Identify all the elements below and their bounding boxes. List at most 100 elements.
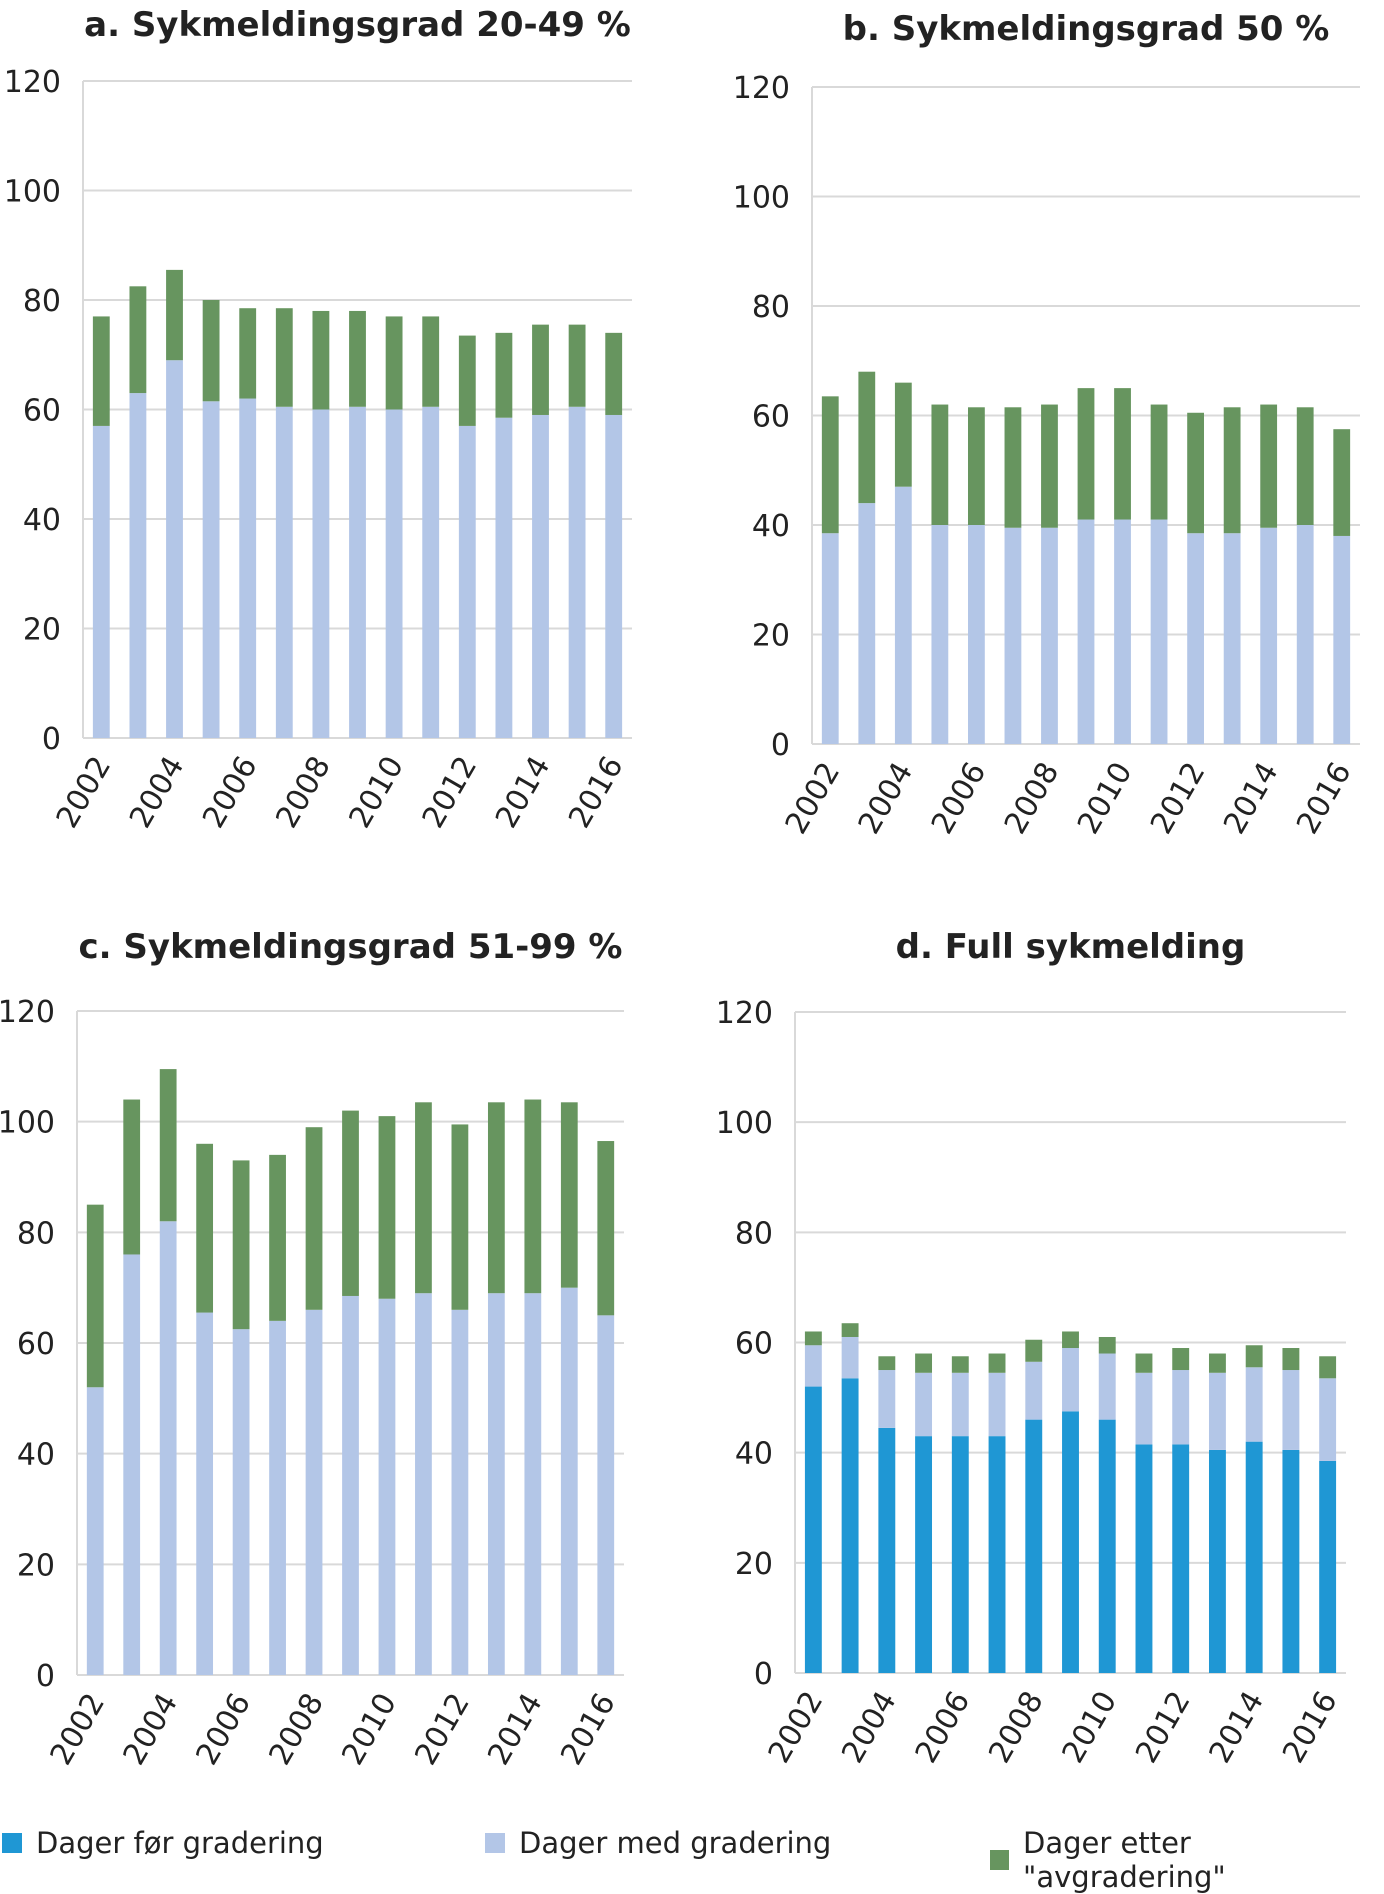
bar-segment-after (1319, 1356, 1337, 1379)
x-tick-label: 2010 (343, 751, 411, 835)
bar-segment-before (878, 1427, 896, 1673)
bar-segment-after (1077, 388, 1095, 520)
legend-swatch-before (2, 1833, 22, 1853)
x-tick-label: 2016 (554, 1688, 622, 1772)
bar-segment-with (568, 406, 586, 738)
y-tick-label: 40 (23, 503, 61, 538)
x-tick-label: 2008 (262, 1688, 330, 1772)
bar-segment-after (1208, 1353, 1226, 1373)
bar-segment-after (342, 1110, 359, 1296)
bar-segment-after (1062, 1331, 1079, 1349)
x-tick-label: 2002 (50, 751, 118, 835)
bar-segment-before (988, 1436, 1006, 1673)
bar-segment-before (804, 1386, 822, 1673)
x-tick-label: 2002 (762, 1686, 830, 1770)
bar-segment-after (841, 1323, 859, 1337)
x-tick-label: 2008 (998, 757, 1066, 841)
bar-segment-with (415, 1293, 432, 1675)
y-tick-label: 120 (716, 996, 773, 1031)
x-tick-label: 2016 (562, 751, 630, 835)
bar-segment-after (1187, 412, 1205, 534)
y-tick-label: 100 (716, 1106, 773, 1141)
y-tick-label: 20 (735, 1547, 773, 1582)
bar-segment-with (1062, 1348, 1079, 1412)
bar-segment-before (1319, 1460, 1337, 1673)
bar-segment-before (1098, 1419, 1116, 1673)
bar-segment-with (524, 1293, 542, 1675)
bar-segment-after (196, 1143, 214, 1313)
x-tick-label: 2002 (779, 757, 847, 841)
bar-segment-with (232, 1329, 250, 1675)
x-tick-label: 2006 (925, 757, 993, 841)
bar-segment-with (342, 1295, 359, 1675)
bar-segment-after (1025, 1339, 1043, 1362)
x-tick-label: 2004 (123, 751, 191, 835)
y-tick-label: 0 (36, 1659, 55, 1694)
bar-segment-with (86, 1387, 104, 1675)
bar-segment-before (1208, 1449, 1226, 1673)
x-tick-label: 2014 (481, 1688, 549, 1772)
legend: Dager før gradering Dager med gradering … (0, 1826, 1384, 1894)
bar-segment-after (1114, 388, 1131, 520)
bar-segment-with (349, 406, 366, 738)
x-tick-label: 2006 (196, 751, 264, 835)
x-tick-label: 2016 (1276, 1686, 1344, 1770)
bar-segment-after (129, 286, 147, 394)
y-tick-label: 40 (17, 1438, 55, 1473)
bar-segment-before (1135, 1444, 1153, 1673)
legend-label: Dager før gradering (36, 1826, 324, 1860)
y-tick-label: 100 (0, 1106, 55, 1141)
y-tick-label: 80 (23, 284, 61, 319)
bar-segment-with (804, 1345, 822, 1387)
bar-segment-with (1025, 1361, 1043, 1420)
bar-segment-after (1245, 1345, 1263, 1368)
bar-segment-with (196, 1312, 214, 1675)
bar-segment-before (1172, 1444, 1190, 1673)
bar-segment-after (560, 1102, 578, 1288)
bar-segment-with (1282, 1370, 1300, 1450)
bar-segment-with (422, 406, 440, 738)
bar-segment-with (931, 525, 949, 744)
bar-segment-with (988, 1372, 1006, 1437)
bar-segment-after (804, 1331, 822, 1346)
bar-segment-with (487, 1293, 505, 1675)
chart-title: d. Full sykmelding (896, 927, 1246, 967)
bar-segment-after (1150, 404, 1168, 520)
bar-segment-before (1025, 1419, 1043, 1673)
x-tick-label: 2010 (1071, 757, 1139, 841)
bar-segment-after (1041, 404, 1058, 528)
y-tick-label: 60 (735, 1327, 773, 1362)
bar-segment-after (166, 269, 183, 361)
bar-segment-after (312, 310, 330, 410)
bar-segment-after (378, 1116, 396, 1299)
bar-segment-after (1004, 407, 1022, 528)
bar-segment-after (202, 300, 220, 402)
bar-segment-after (1098, 1336, 1116, 1354)
bar-segment-with (129, 393, 147, 738)
bar-segment-after (931, 404, 949, 525)
bar-segment-with (841, 1336, 859, 1379)
bar-segment-after (123, 1099, 141, 1255)
x-tick-label: 2004 (117, 1688, 185, 1772)
bar-segment-after (878, 1356, 896, 1371)
x-tick-label: 2008 (269, 751, 337, 835)
bar-segment-with (1319, 1378, 1337, 1461)
bar-segment-with (821, 533, 839, 744)
bar-segment-with (1004, 527, 1022, 744)
x-tick-label: 2012 (408, 1688, 476, 1772)
bar-segment-after (858, 371, 876, 504)
bar-segment-after (1333, 429, 1351, 536)
bar-segment-after (305, 1127, 323, 1310)
y-tick-label: 120 (0, 995, 55, 1030)
bar-segment-before (1282, 1449, 1300, 1673)
bar-segment-with (378, 1298, 396, 1675)
bar-segment-after (894, 382, 912, 487)
bar-segment-after (487, 1102, 505, 1294)
y-tick-label: 120 (733, 71, 790, 106)
bar-segment-before (1062, 1411, 1079, 1673)
y-tick-label: 100 (733, 181, 790, 216)
bar-segment-with (1333, 535, 1351, 744)
bar-segment-after (821, 396, 839, 534)
bar-segment-with (1296, 525, 1314, 744)
bar-segment-after (159, 1069, 177, 1222)
